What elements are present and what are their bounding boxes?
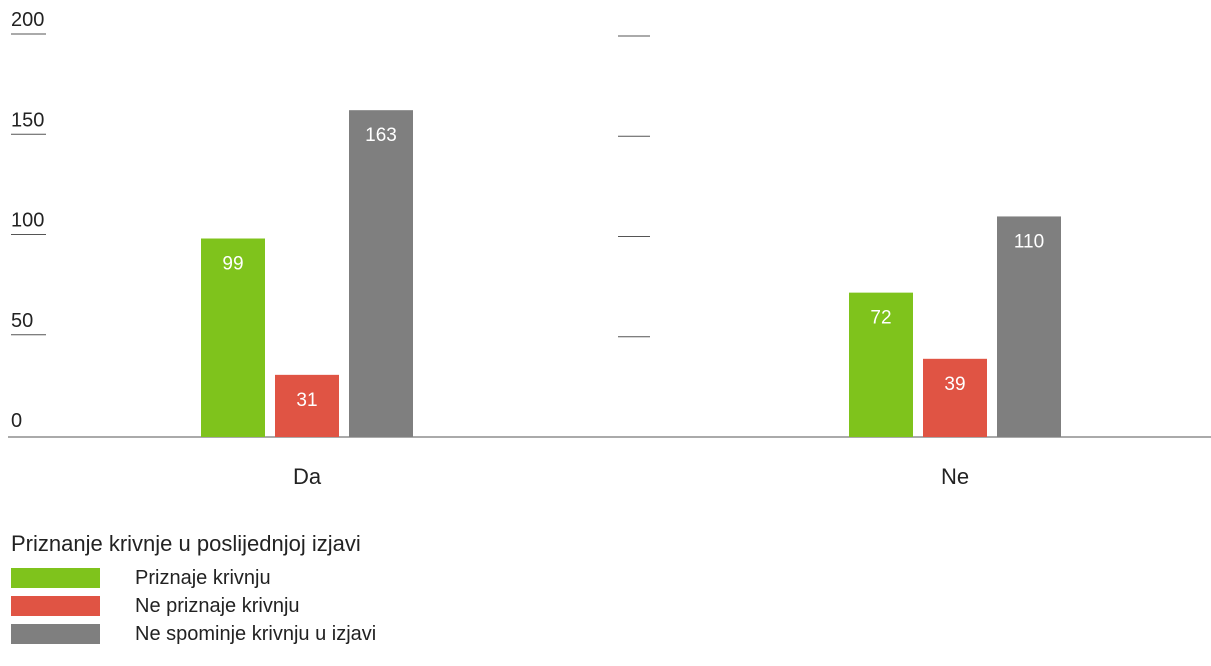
bar	[201, 238, 265, 437]
category-label: Ne	[941, 464, 969, 489]
y-tick-label: 50	[11, 310, 33, 332]
bar-value-label: 31	[296, 390, 317, 411]
y-tick-label: 150	[11, 109, 44, 131]
bar-value-label: 110	[1014, 231, 1044, 252]
legend-label: Ne priznaje krivnju	[135, 594, 300, 617]
bar-value-label: 72	[870, 308, 891, 329]
bar-value-label: 99	[222, 254, 243, 275]
legend: Priznanje krivnje u poslijednjoj izjavi …	[11, 530, 611, 648]
legend-title: Priznanje krivnje u poslijednjoj izjavi	[11, 531, 361, 556]
category-label: Da	[293, 464, 322, 489]
legend-item-priznaje: Priznaje krivnju	[11, 564, 611, 592]
bar-value-label: 163	[365, 125, 397, 146]
bar	[849, 292, 913, 437]
bar-series: 99 31 163 72 39 110	[201, 110, 1061, 437]
category-labels: Da Ne	[293, 464, 969, 489]
y-axis-ticks: 0 50 100 150 200	[11, 9, 650, 432]
legend-item-ne-spominje: Ne spominje krivnju u izjavi	[11, 620, 611, 648]
bar-value-label: 39	[944, 374, 965, 395]
bar	[275, 374, 339, 437]
y-tick-label: 100	[11, 210, 44, 232]
y-tick-label: 200	[11, 9, 44, 31]
legend-label: Ne spominje krivnju u izjavi	[135, 622, 377, 645]
legend-swatch-gray	[11, 624, 100, 644]
bar	[997, 216, 1061, 437]
legend-label: Priznaje krivnju	[135, 566, 271, 589]
bar	[349, 110, 413, 437]
legend-swatch-green	[11, 568, 100, 588]
legend-swatch-red	[11, 596, 100, 616]
legend-item-ne-priznaje: Ne priznaje krivnju	[11, 592, 611, 620]
y-tick-label: 0	[11, 410, 22, 432]
bar	[923, 358, 987, 437]
bar-chart: 0 50 100 150 200 99 31 163 72 39 110 Da Ne	[8, 9, 1211, 489]
